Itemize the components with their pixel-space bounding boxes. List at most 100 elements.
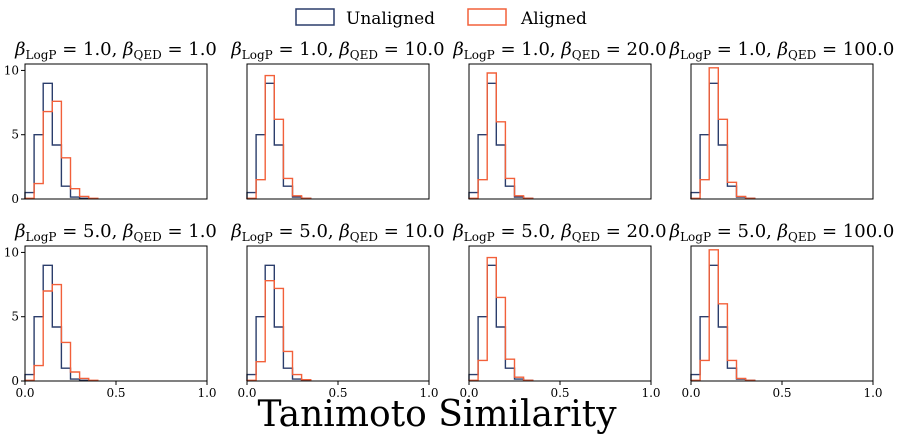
panel-title-part: = 20.0 <box>600 39 667 60</box>
panel-title-part: LogP <box>464 230 495 244</box>
y-tick-label: 0 <box>11 374 19 388</box>
panel-title-part: = 5.0, <box>495 221 562 242</box>
x-tick-label: 0.0 <box>459 386 478 400</box>
panel-frame <box>246 63 430 200</box>
panel-title: βLogP = 5.0, βQED = 1.0 <box>14 221 217 244</box>
panel-title-part: = 1.0, <box>711 39 778 60</box>
panel-title-part: = 5.0, <box>56 221 123 242</box>
x-tick-label: 1.0 <box>197 386 216 400</box>
panel-title-part: LogP <box>680 230 711 244</box>
panel-title-part: QED <box>350 230 378 244</box>
panel-title-part: β <box>14 221 25 242</box>
panel-title-part: = 20.0 <box>600 221 667 242</box>
panel-title-part: QED <box>788 48 816 62</box>
panel-title-part: β <box>122 39 133 60</box>
legend-label-unaligned: Unaligned <box>346 9 435 29</box>
panel-6: βLogP = 5.0, βQED = 10.00.0 0.5 1.0 <box>230 221 444 400</box>
panel-7: βLogP = 5.0, βQED = 20.00.0 0.5 1.0 <box>452 221 666 400</box>
panel-title-part: LogP <box>26 48 57 62</box>
histogram-aligned <box>690 249 756 382</box>
panel-title: βLogP = 5.0, βQED = 10.0 <box>230 221 444 244</box>
panel-title-part: LogP <box>242 48 273 62</box>
panel-title-part: = 100.0 <box>816 39 894 60</box>
panel-title: βLogP = 1.0, βQED = 1.0 <box>14 39 217 62</box>
x-tick-label: 0.5 <box>550 386 569 400</box>
panel-title-part: = 1.0 <box>162 221 217 242</box>
panel-title-part: β <box>122 221 133 242</box>
legend-label-aligned: Aligned <box>520 9 587 29</box>
x-tick-label: 0.5 <box>772 386 791 400</box>
panel-title-part: β <box>777 221 788 242</box>
panel-title-part: LogP <box>464 48 495 62</box>
histogram-aligned <box>246 280 312 382</box>
panel-title-part: β <box>14 39 25 60</box>
y-tick-label: 5 <box>11 128 19 142</box>
histogram-aligned <box>468 72 534 200</box>
panel-title-part: β <box>669 39 680 60</box>
panel-4: βLogP = 1.0, βQED = 100.0 <box>669 39 895 200</box>
x-tick-label: 1.0 <box>419 386 438 400</box>
panel-title-part: = 10.0 <box>378 39 445 60</box>
histogram-aligned <box>468 256 534 382</box>
panel-title-part: = 5.0, <box>711 221 778 242</box>
x-tick-label: 0.5 <box>328 386 347 400</box>
y-tick-label: 0 <box>11 192 19 206</box>
panel-frame <box>690 63 874 200</box>
histogram-aligned <box>24 100 99 200</box>
panel-title-part: β <box>560 39 571 60</box>
panel-title: βLogP = 5.0, βQED = 20.0 <box>452 221 666 244</box>
panel-title-part: QED <box>572 48 600 62</box>
panel-1: βLogP = 1.0, βQED = 1.0 0 5 10 <box>4 39 217 206</box>
x-tick-label: 0.0 <box>15 386 34 400</box>
panel-title-part: QED <box>788 230 816 244</box>
panel-title-part: β <box>452 221 463 242</box>
histogram-unaligned <box>24 82 90 200</box>
panel-title-part: β <box>230 221 241 242</box>
panel-title-part: β <box>230 39 241 60</box>
panel-title-part: β <box>338 221 349 242</box>
x-tick-label: 0.0 <box>681 386 700 400</box>
panel-title-part: = 1.0 <box>162 39 217 60</box>
legend-swatch-unaligned <box>295 8 335 26</box>
panel-title-part: = 1.0, <box>273 39 340 60</box>
panel-title: βLogP = 5.0, βQED = 100.0 <box>669 221 895 244</box>
panel-title-part: QED <box>350 48 378 62</box>
panel-2: βLogP = 1.0, βQED = 10.0 <box>230 39 445 200</box>
panel-title: βLogP = 1.0, βQED = 100.0 <box>669 39 895 62</box>
panel-title-part: QED <box>572 230 600 244</box>
histogram-aligned <box>690 67 756 200</box>
panel-title-part: = 1.0, <box>495 39 562 60</box>
panel-title: βLogP = 1.0, βQED = 10.0 <box>230 39 444 62</box>
histogram-aligned <box>24 283 99 382</box>
panel-title-part: LogP <box>242 230 273 244</box>
x-axis-label: Tanimoto Similarity <box>257 394 617 435</box>
panel-8: βLogP = 5.0, βQED = 100.00.0 0.5 1.0 <box>669 221 895 400</box>
y-tick-label: 10 <box>4 245 19 259</box>
panel-title-part: β <box>669 221 680 242</box>
panel-title-part: LogP <box>680 48 711 62</box>
panel-title-part: β <box>338 39 349 60</box>
panel-title-part: β <box>560 221 571 242</box>
panel-3: βLogP = 1.0, βQED = 20.0 <box>452 39 667 200</box>
panel-title-part: = 100.0 <box>816 221 894 242</box>
x-tick-label: 0.0 <box>237 386 256 400</box>
panel-frame <box>468 63 652 200</box>
histogram-aligned <box>246 74 312 200</box>
panel-title-part: = 5.0, <box>273 221 340 242</box>
panel-title-part: QED <box>134 48 162 62</box>
x-tick-label: 0.5 <box>106 386 125 400</box>
panel-title-part: LogP <box>26 230 57 244</box>
x-tick-label: 1.0 <box>641 386 660 400</box>
panel-frame <box>24 63 208 200</box>
y-tick-label: 10 <box>4 63 19 77</box>
panel-title-part: = 10.0 <box>378 221 445 242</box>
legend-swatch-aligned <box>467 8 507 26</box>
panel-title: βLogP = 1.0, βQED = 20.0 <box>452 39 666 62</box>
legend: Unaligned Aligned <box>295 8 587 29</box>
panel-title-part: β <box>777 39 788 60</box>
panel-title-part: QED <box>134 230 162 244</box>
panel-title-part: β <box>452 39 463 60</box>
